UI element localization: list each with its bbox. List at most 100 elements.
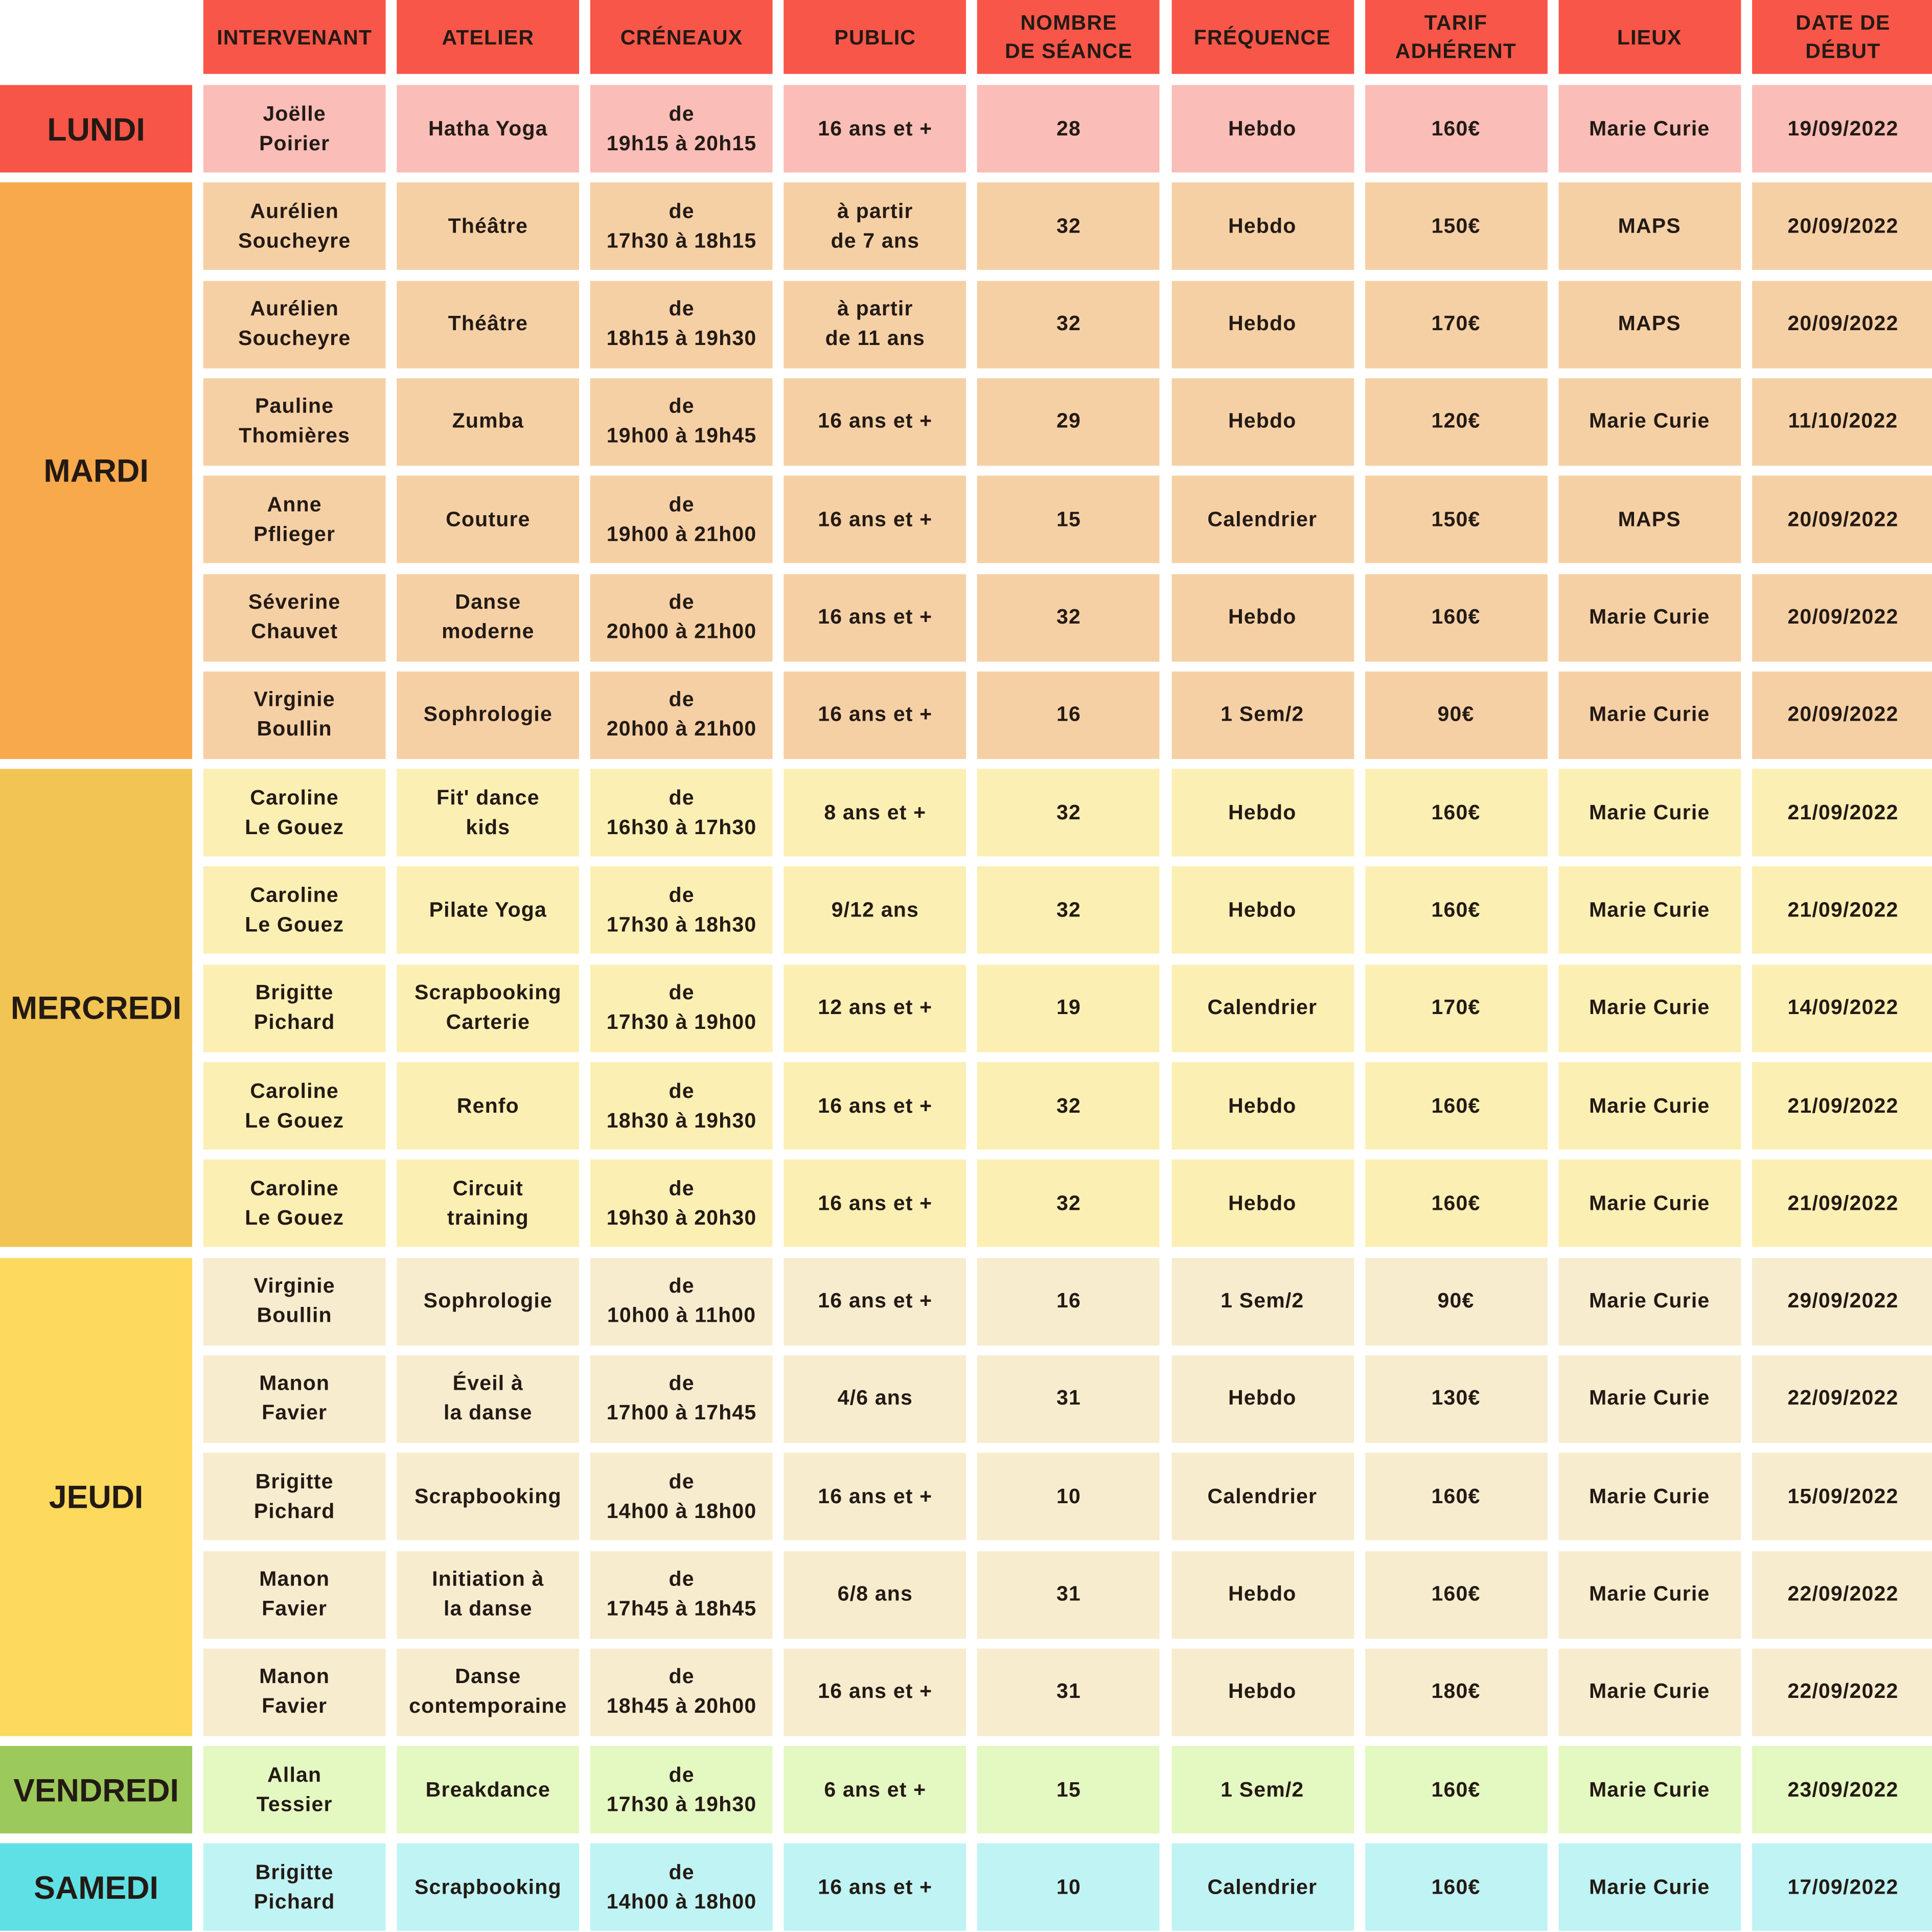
cell-nombre-seances: 16 [977,671,1160,759]
cell-nombre-seances: 16 [977,1257,1160,1345]
header-creneaux: Créneaux [590,0,773,74]
cell-tarif: 160€ [1365,85,1547,173]
cell-date-debut: 20/09/2022 [1752,182,1932,270]
cell-creneaux: de 18h30 à 19h30 [590,1062,773,1150]
cell-tarif: 170€ [1365,280,1547,368]
cell-creneaux: de 17h30 à 19h00 [590,964,773,1052]
cell-atelier: Circuit training [397,1160,580,1248]
cell-creneaux: de 20h00 à 21h00 [590,671,773,759]
cell-atelier: Breakdance [397,1746,580,1834]
cell-lieux: Marie Curie [1558,1257,1741,1345]
cell-creneaux: de 17h30 à 19h30 [590,1746,773,1834]
cell-public: 16 ans et + [784,671,967,759]
cell-tarif: 160€ [1365,1746,1547,1834]
cell-tarif: 170€ [1365,964,1547,1052]
cell-atelier: Scrapbooking [397,1453,580,1540]
cell-atelier: Couture [397,475,580,564]
cell-frequence: Hebdo [1171,1550,1354,1639]
cell-intervenant: Brigitte Pichard [203,1844,386,1931]
cell-frequence: Hebdo [1171,1355,1354,1443]
cell-date-debut: 21/09/2022 [1752,866,1932,954]
cell-frequence: Hebdo [1171,1648,1354,1736]
cell-atelier: Renfo [397,1062,580,1150]
cell-frequence: 1 Sem/2 [1171,1257,1354,1345]
cell-nombre-seances: 19 [977,964,1160,1052]
cell-lieux: Marie Curie [1558,769,1741,857]
cell-atelier: Théâtre [397,280,580,368]
cell-frequence: Hebdo [1171,85,1354,173]
cell-atelier: Théâtre [397,182,580,270]
cell-intervenant: Aurélien Soucheyre [203,280,386,368]
cell-date-debut: 17/09/2022 [1752,1844,1932,1931]
cell-public: 16 ans et + [784,1160,967,1248]
cell-intervenant: Caroline Le Gouez [203,769,386,857]
cell-date-debut: 11/10/2022 [1752,378,1932,466]
cell-tarif: 130€ [1365,1355,1547,1443]
cell-lieux: MAPS [1558,280,1741,368]
header-tarif: Tarif adhérent [1365,0,1547,74]
cell-intervenant: Anne Pflieger [203,475,386,564]
cell-creneaux: de 14h00 à 18h00 [590,1844,773,1931]
cell-frequence: 1 Sem/2 [1171,1746,1354,1834]
cell-public: 16 ans et + [784,1648,967,1736]
cell-frequence: Hebdo [1171,280,1354,368]
cell-public: 16 ans et + [784,573,967,661]
cell-intervenant: Caroline Le Gouez [203,1062,386,1150]
cell-public: 16 ans et + [784,1453,967,1540]
day-label-jeudi: JEUDI [0,1257,193,1736]
day-label-samedi: SAMEDI [0,1844,193,1931]
cell-creneaux: de 17h00 à 17h45 [590,1355,773,1443]
cell-date-debut: 22/09/2022 [1752,1648,1932,1736]
cell-intervenant: Virginie Boullin [203,1257,386,1345]
cell-creneaux: de 19h15 à 20h15 [590,85,773,173]
cell-atelier: Initiation à la danse [397,1550,580,1639]
cell-creneaux: de 19h00 à 21h00 [590,475,773,564]
cell-date-debut: 23/09/2022 [1752,1746,1932,1834]
cell-intervenant: Brigitte Pichard [203,1453,386,1540]
cell-atelier: Fit' dance kids [397,769,580,857]
cell-public: 16 ans et + [784,378,967,466]
header-nombre-seances: Nombre de séance [977,0,1160,74]
cell-public: 16 ans et + [784,85,967,173]
cell-atelier: Zumba [397,378,580,466]
cell-lieux: Marie Curie [1558,866,1741,954]
cell-creneaux: de 17h30 à 18h15 [590,182,773,270]
cell-intervenant: Joëlle Poirier [203,85,386,173]
cell-tarif: 90€ [1365,671,1547,759]
cell-atelier: Scrapbooking [397,1844,580,1931]
cell-intervenant: Manon Favier [203,1550,386,1639]
cell-nombre-seances: 31 [977,1648,1160,1736]
cell-nombre-seances: 29 [977,378,1160,466]
cell-date-debut: 21/09/2022 [1752,1160,1932,1248]
cell-intervenant: Brigitte Pichard [203,964,386,1052]
cell-public: 16 ans et + [784,475,967,564]
cell-lieux: Marie Curie [1558,1355,1741,1443]
cell-lieux: Marie Curie [1558,671,1741,759]
cell-atelier: Sophrologie [397,1257,580,1345]
cell-atelier: Pilate Yoga [397,866,580,954]
day-label-lundi: LUNDI [0,85,193,173]
cell-public: à partir de 7 ans [784,182,967,270]
cell-atelier: Danse contemporaine [397,1648,580,1736]
cell-lieux: Marie Curie [1558,1062,1741,1150]
cell-frequence: Hebdo [1171,1062,1354,1150]
cell-frequence: Hebdo [1171,866,1354,954]
cell-lieux: Marie Curie [1558,1453,1741,1540]
cell-intervenant: Pauline Thomières [203,378,386,466]
day-label-vendredi: VENDREDI [0,1746,193,1834]
cell-intervenant: Allan Tessier [203,1746,386,1834]
cell-nombre-seances: 32 [977,866,1160,954]
cell-nombre-seances: 10 [977,1453,1160,1540]
cell-tarif: 160€ [1365,1453,1547,1540]
cell-date-debut: 19/09/2022 [1752,85,1932,173]
header-atelier: Atelier [397,0,580,74]
cell-frequence: Hebdo [1171,182,1354,270]
cell-tarif: 160€ [1365,866,1547,954]
cell-creneaux: de 18h15 à 19h30 [590,280,773,368]
day-label-mercredi: MERCREDI [0,769,193,1248]
cell-date-debut: 14/09/2022 [1752,964,1932,1052]
cell-frequence: Hebdo [1171,1160,1354,1248]
header-public: Public [784,0,967,74]
cell-public: 6/8 ans [784,1550,967,1639]
cell-frequence: Calendrier [1171,1844,1354,1931]
